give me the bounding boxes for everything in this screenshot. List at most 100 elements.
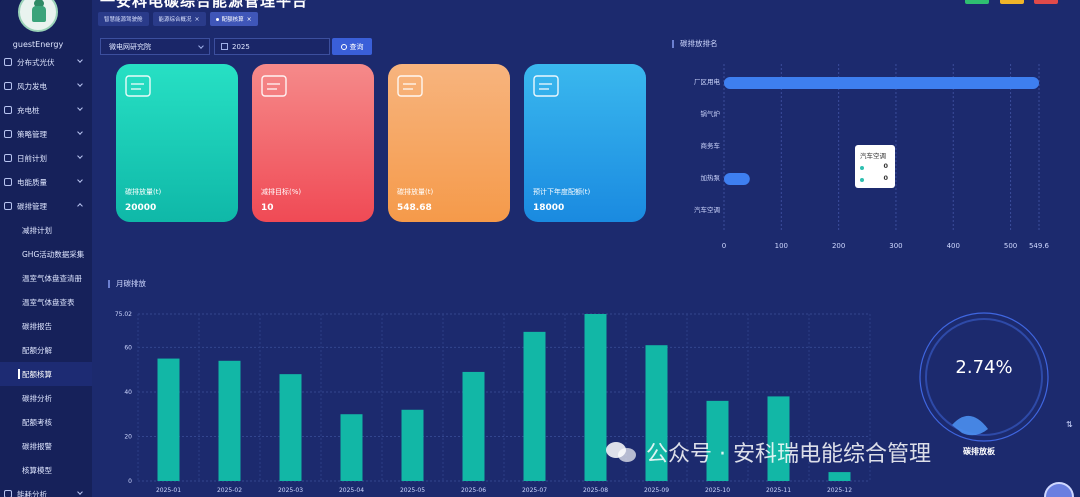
sidebar-subitem-label: 温室气体盘查清册 <box>22 273 82 283</box>
month-bar[interactable] <box>462 371 485 481</box>
tooltip-row-value: 0 <box>883 174 888 182</box>
ranking-bar[interactable] <box>724 173 750 185</box>
sidebar-item[interactable]: 分布式光伏 <box>0 50 92 74</box>
gauge: 2.74% <box>919 312 1049 442</box>
ranking-tooltip: 汽车空调 0 0 <box>855 145 895 188</box>
sidebar-subitem[interactable]: 配额考核 <box>0 410 92 434</box>
chevron-icon <box>77 153 83 159</box>
sidebar-subitem[interactable]: 配额核算 <box>0 362 92 386</box>
sidebar-subitem-label: 配额考核 <box>22 417 52 427</box>
tab-label: 智慧能源驾驶舱 <box>104 17 143 23</box>
sidebar-item[interactable]: 日前计划 <box>0 146 92 170</box>
y-category-label: 汽车空调 <box>694 205 720 214</box>
org-select-value: 微电网研究院 <box>109 42 151 51</box>
tab[interactable]: 能源综合概况 × <box>152 12 206 26</box>
sun-icon <box>4 58 12 66</box>
search-icon <box>340 43 347 50</box>
month-bar[interactable] <box>218 360 241 481</box>
x-tick-label: 2025-02 <box>217 487 242 494</box>
sidebar-subitem[interactable]: 减排计划 <box>0 218 92 242</box>
sidebar-subitem[interactable]: 温室气体盘查表 <box>0 290 92 314</box>
calendar-icon <box>221 43 228 50</box>
chevron-icon <box>77 177 83 183</box>
tooltip-title: 汽车空调 <box>860 152 886 160</box>
username: guestEnergy <box>12 40 64 49</box>
y-category-label: 商务车 <box>701 141 721 150</box>
header-button-yellow[interactable] <box>1000 0 1024 4</box>
sidebar-subitem[interactable]: 碳排报告 <box>0 314 92 338</box>
sidebar-subitem-label: 碳排分析 <box>22 393 52 403</box>
sidebar-subitem-label: GHG活动数据采集 <box>22 249 85 259</box>
sidebar-subitem[interactable]: 碳排报警 <box>0 434 92 458</box>
x-tick-label: 2025-05 <box>400 487 425 494</box>
sliders-icon <box>533 75 559 97</box>
kpi-card: 预计下年度配额(t) 18000 <box>524 64 646 222</box>
sidebar-item[interactable]: 充电桩 <box>0 98 92 122</box>
sidebar-subitem-label: 碳排报警 <box>22 441 52 451</box>
side-scroll-icon[interactable]: ⇅ <box>1066 420 1073 429</box>
sidebar-item[interactable]: 电能质量 <box>0 170 92 194</box>
tooltip-row: 0 <box>860 174 892 184</box>
month-bar[interactable] <box>645 345 668 481</box>
x-tick-label: 549.6 <box>1029 242 1050 250</box>
sidebar-item[interactable]: 碳排管理 <box>0 194 92 218</box>
chevron-icon <box>77 489 83 495</box>
month-bar[interactable] <box>584 314 607 481</box>
y-category-label: 加热泵 <box>701 173 721 182</box>
y-tick-label: 20 <box>124 433 132 440</box>
avatar[interactable] <box>18 0 58 32</box>
sidebar-item[interactable]: 能耗分析 <box>0 482 92 497</box>
tab-label: 配额核算 <box>221 17 244 23</box>
x-tick-label: 300 <box>889 242 902 250</box>
close-icon[interactable]: × <box>246 15 252 23</box>
plug-icon <box>4 106 12 114</box>
sidebar-subitem[interactable]: 温室气体盘查清册 <box>0 266 92 290</box>
month-bar[interactable] <box>706 400 729 481</box>
month-bar[interactable] <box>767 396 790 481</box>
x-tick-label: 2025-07 <box>522 487 547 494</box>
header-button-red[interactable] <box>1034 0 1058 4</box>
tab[interactable]: 智慧能源驾驶舱 <box>98 12 149 26</box>
sidebar-item-label: 充电桩 <box>17 105 40 115</box>
x-tick-label: 400 <box>947 242 960 250</box>
assistant-button[interactable] <box>1044 482 1074 497</box>
ranking-bar[interactable] <box>724 77 1039 89</box>
tab[interactable]: 配额核算 × <box>209 12 258 26</box>
chevron-icon <box>77 105 83 111</box>
year-picker[interactable]: 2025 <box>214 38 330 55</box>
y-tick-label: 75.02 <box>115 311 132 318</box>
sidebar-subitem[interactable]: 碳排分析 <box>0 386 92 410</box>
kpi-label: 碳排放量(t) <box>125 188 162 196</box>
x-tick-label: 2025-12 <box>827 487 852 494</box>
sidebar-item-label: 电能质量 <box>17 177 47 187</box>
tooltip-row-value: 0 <box>883 162 888 170</box>
chevron-icon <box>77 57 83 63</box>
month-bar[interactable] <box>340 414 363 481</box>
chevron-icon <box>77 129 83 135</box>
co2-icon <box>397 75 423 97</box>
year-picker-value: 2025 <box>232 42 250 51</box>
sidebar-subitem-label: 温室气体盘查表 <box>22 297 75 307</box>
sidebar-subitem[interactable]: 核算模型 <box>0 458 92 482</box>
sidebar-item[interactable]: 风力发电 <box>0 74 92 98</box>
close-icon[interactable]: × <box>194 15 200 23</box>
kpi-card: 碳排放量(t) 548.68 <box>388 64 510 222</box>
query-button[interactable]: 查询 <box>332 38 372 55</box>
certificate-icon <box>125 75 151 97</box>
sidebar-item[interactable]: 策略管理 <box>0 122 92 146</box>
header-button-green[interactable] <box>965 0 989 4</box>
sidebar-subitem[interactable]: 配额分解 <box>0 338 92 362</box>
month-bar[interactable] <box>401 409 424 481</box>
month-bar[interactable] <box>279 374 302 481</box>
month-bar[interactable] <box>157 358 180 481</box>
kpi-label: 预计下年度配额(t) <box>533 188 591 196</box>
sidebar-item-label: 分布式光伏 <box>17 57 55 67</box>
sidebar-subitem[interactable]: GHG活动数据采集 <box>0 242 92 266</box>
kpi-value: 18000 <box>533 203 565 213</box>
org-select[interactable]: 微电网研究院 <box>100 38 210 55</box>
month-bar[interactable] <box>828 472 851 481</box>
y-tick-label: 40 <box>124 389 132 396</box>
month-bar[interactable] <box>523 331 546 481</box>
fan-icon <box>4 82 12 90</box>
